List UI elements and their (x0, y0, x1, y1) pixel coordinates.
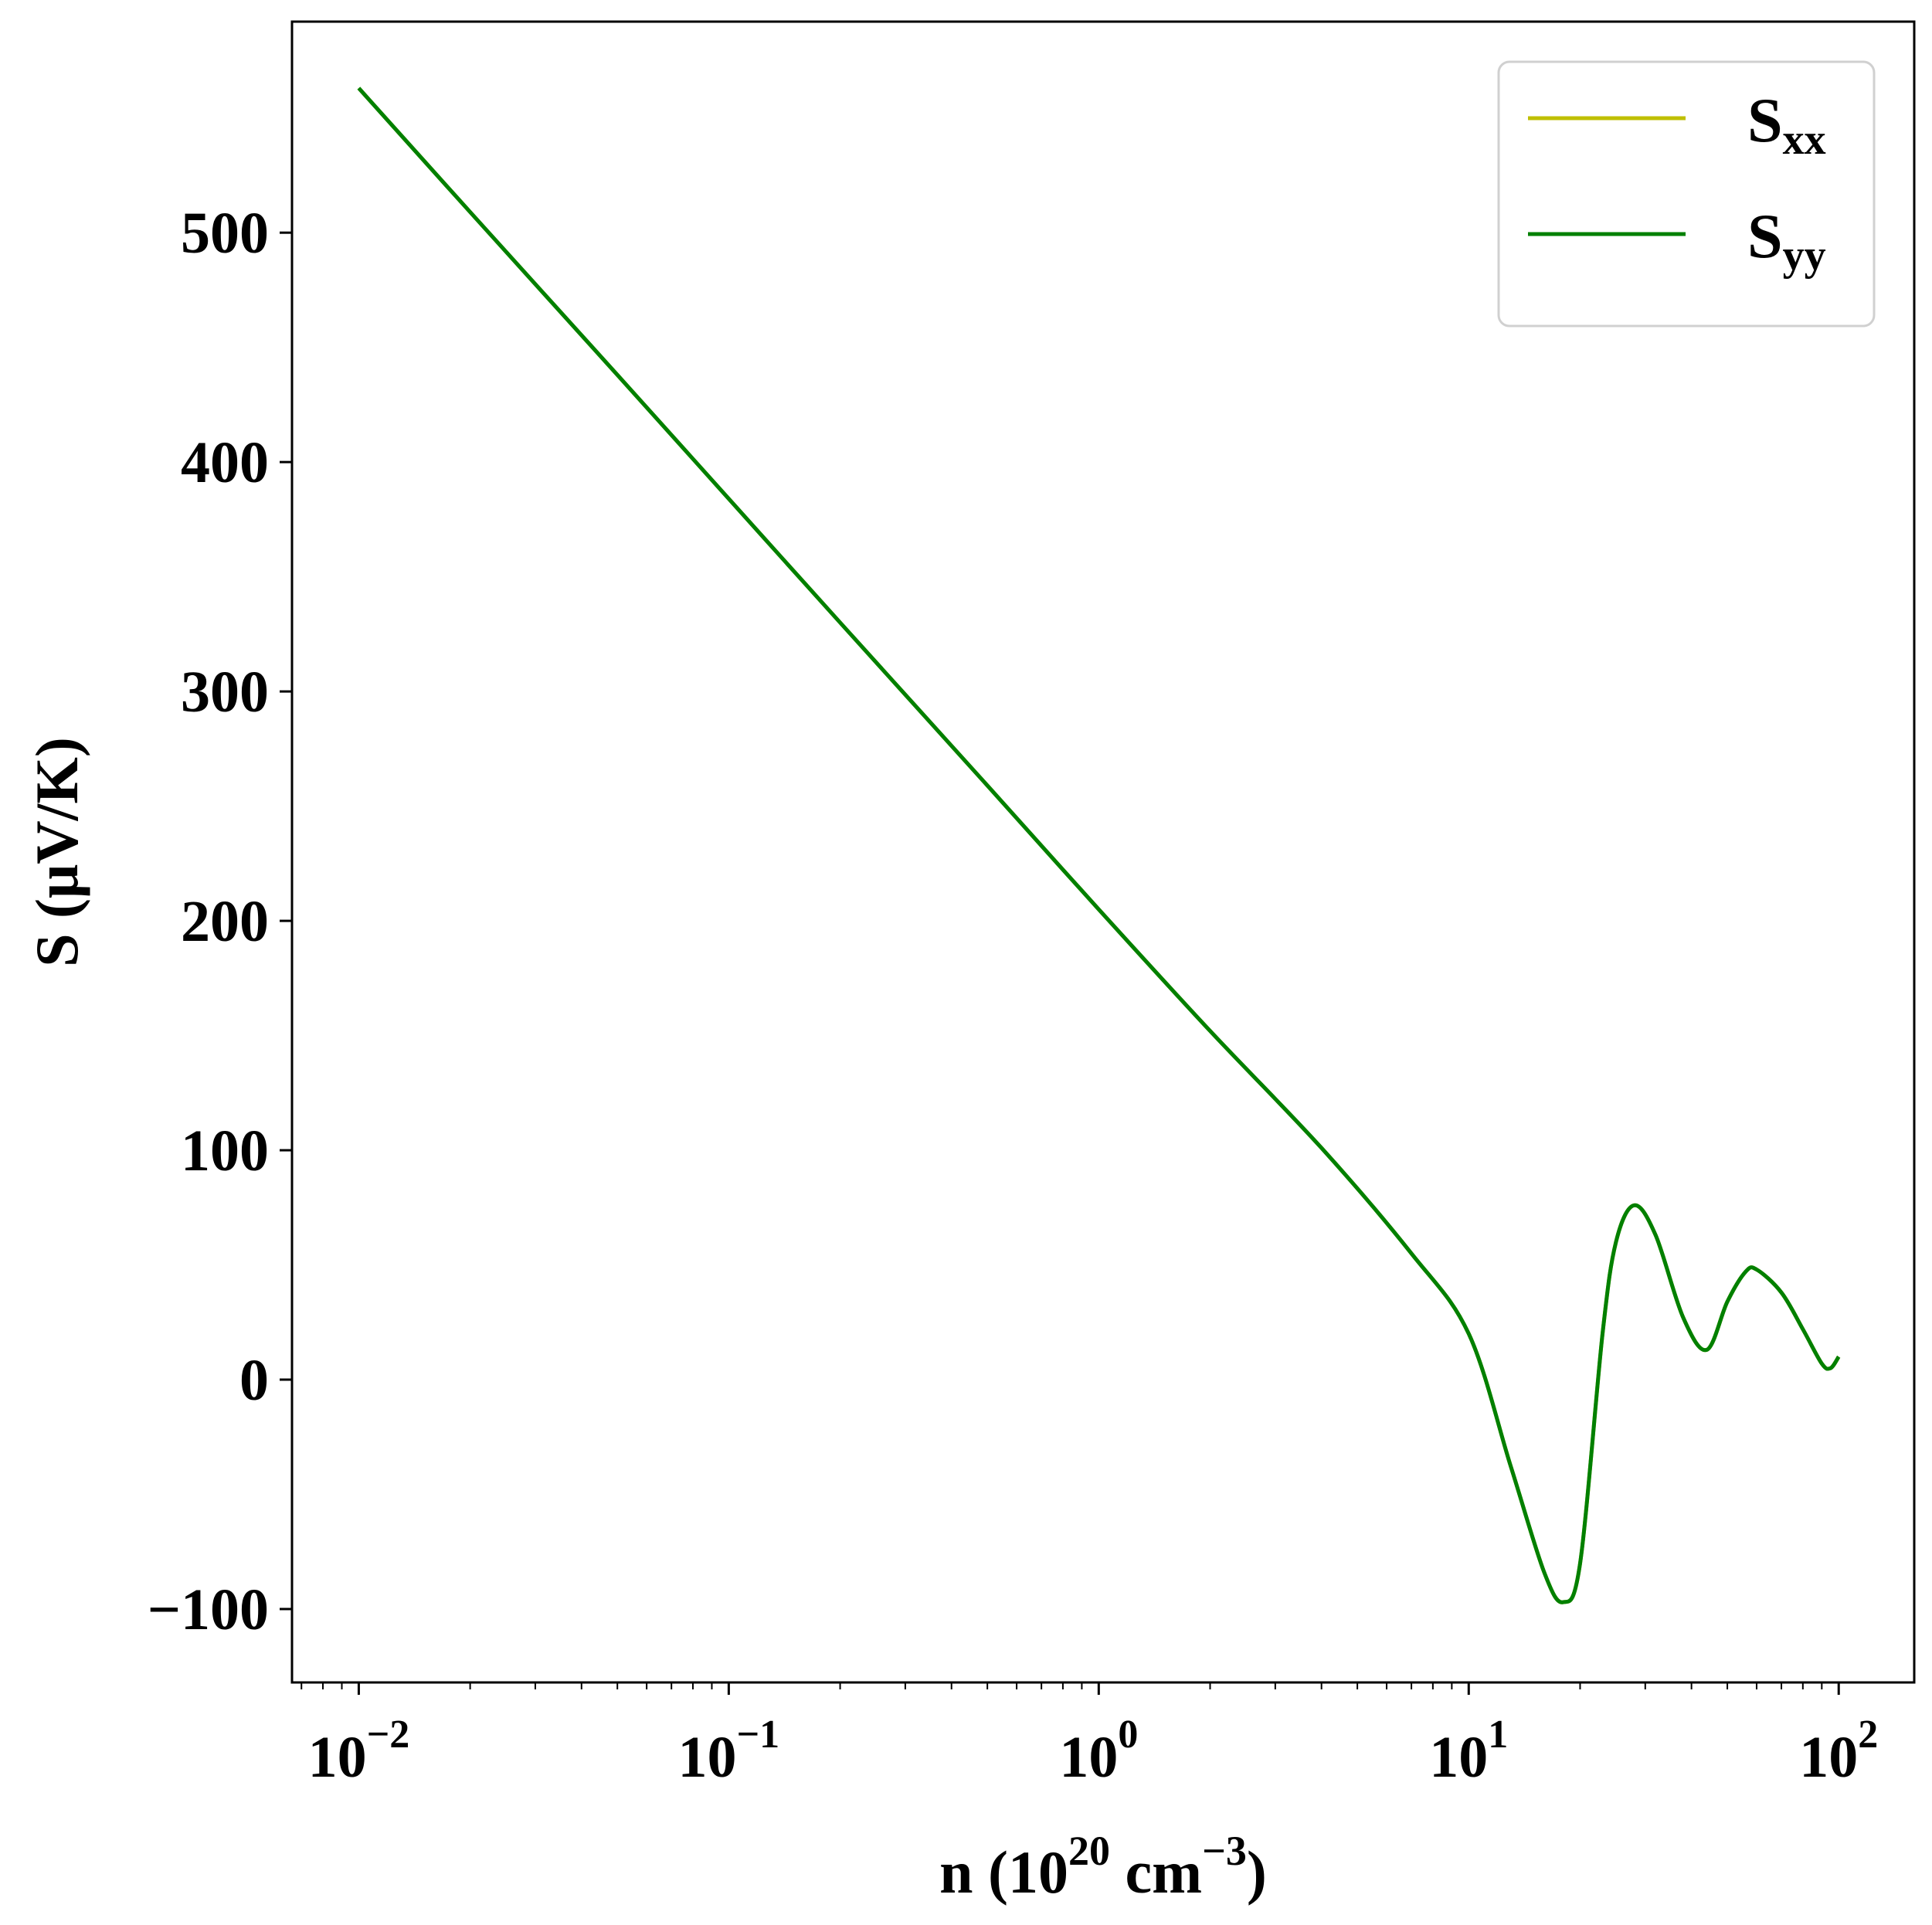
legend-label-sxx: Sxx (1747, 85, 1826, 164)
series-layer (357, 87, 1841, 1604)
x-tick-label: 102 (1799, 1713, 1878, 1790)
legend-box (1497, 60, 1876, 328)
x-tick-label: 10−2 (308, 1713, 410, 1790)
x-axis-label: n (1020 cm−3) (939, 1828, 1267, 1906)
y-tick-label: 100 (181, 1119, 269, 1183)
x-tick-label: 10−1 (678, 1713, 780, 1790)
x-tick-label: 101 (1429, 1713, 1508, 1790)
x-tick-label: 100 (1059, 1713, 1138, 1790)
y-axis: −100 0 100 200 300 400 500 (148, 201, 292, 1642)
y-tick-label: 500 (181, 201, 269, 266)
legend: Sxx Syy (1497, 60, 1876, 328)
y-tick-label: 400 (181, 430, 269, 495)
y-axis-label: S (μV/K) (23, 737, 90, 967)
y-tick-label: −100 (148, 1577, 269, 1642)
y-tick-label: 300 (181, 660, 269, 725)
legend-label-syy: Syy (1747, 201, 1826, 280)
y-tick-label: 0 (239, 1348, 269, 1413)
series-line-yy (357, 87, 1841, 1604)
y-tick-label: 200 (181, 889, 269, 954)
x-axis: 10−2 10−1 100 101 102 (300, 1682, 1878, 1790)
